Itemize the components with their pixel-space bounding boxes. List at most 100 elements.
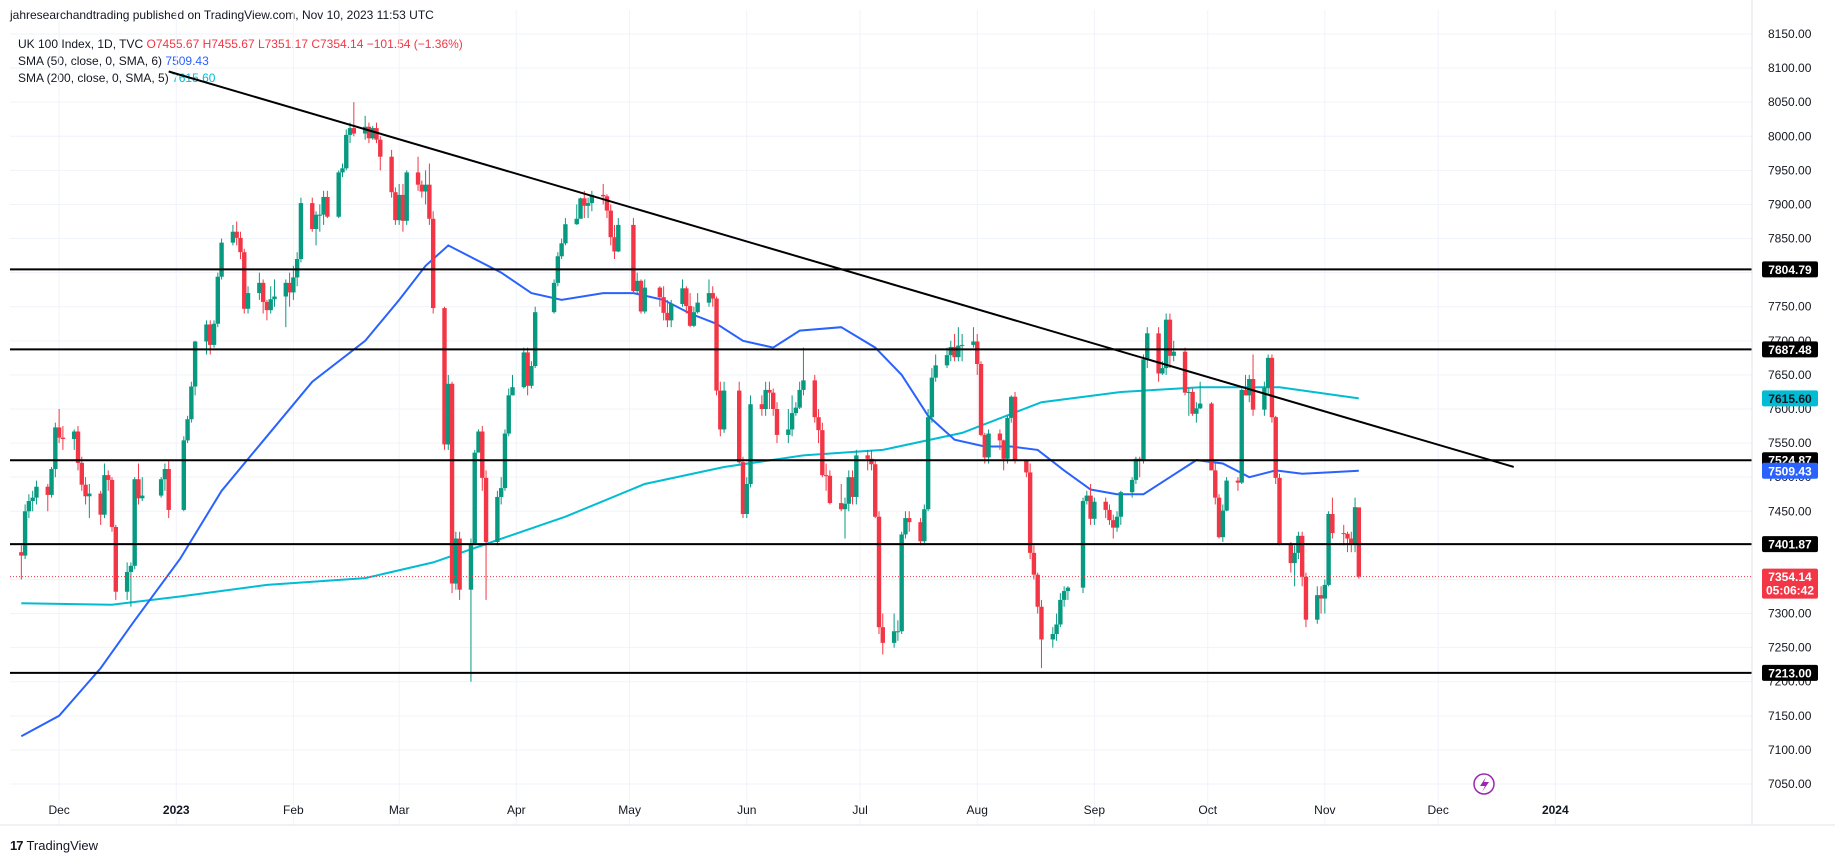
price-tag: 7615.60 [1762, 390, 1818, 407]
candle [714, 296, 719, 396]
candle [189, 381, 194, 423]
candle-body [510, 387, 515, 396]
lightning-icon[interactable] [1473, 773, 1495, 795]
candle-body [1250, 379, 1256, 410]
candle [257, 272, 262, 300]
candle-body [1265, 357, 1271, 388]
tradingview-footer[interactable]: 17 TradingView [10, 838, 98, 853]
candle-body [1145, 333, 1150, 360]
candle-body [1054, 624, 1059, 634]
candle-body [1182, 351, 1188, 393]
candle-body [744, 484, 749, 514]
candle-body [1190, 391, 1195, 414]
price-tag-bg [1762, 664, 1818, 681]
candle-body [525, 352, 530, 386]
y-tick-label: 8000.00 [1768, 129, 1812, 143]
candle [585, 197, 591, 219]
candle-body [823, 475, 829, 477]
candle [918, 518, 923, 546]
candle [1356, 507, 1362, 579]
candle-body [181, 440, 186, 510]
candle-body [396, 194, 402, 221]
price-tag-label: 7509.43 [1768, 464, 1812, 478]
candle [1349, 531, 1354, 553]
candle-body [400, 194, 406, 221]
candle-body [1005, 417, 1010, 459]
candle-body [839, 503, 844, 510]
candle [529, 361, 534, 389]
candle-body [959, 344, 965, 346]
candle [389, 149, 394, 198]
candle-body [215, 276, 221, 324]
candle-body [340, 168, 345, 173]
candle [347, 122, 353, 144]
candle-body [1322, 584, 1328, 599]
candle-body [1107, 509, 1112, 521]
candle-body [446, 383, 451, 445]
candle-body [986, 433, 991, 458]
candle [839, 484, 844, 512]
candle-body [978, 364, 984, 435]
candle [344, 129, 349, 171]
candle-body [423, 184, 428, 192]
candle [1186, 388, 1192, 416]
candle-body [234, 231, 239, 238]
candle [336, 170, 341, 219]
candle-body [529, 366, 534, 386]
candle [378, 136, 383, 171]
candle-body [1027, 472, 1033, 553]
candle [952, 334, 957, 362]
candle-body [665, 312, 670, 321]
price-tag-label: 7804.79 [1768, 263, 1812, 277]
candle [185, 415, 190, 444]
candle [1269, 354, 1275, 423]
candle [1322, 579, 1328, 614]
candle [446, 374, 451, 450]
x-tick-label: 2024 [1542, 803, 1569, 817]
candle-body [907, 518, 912, 523]
candle-body [189, 386, 194, 420]
candle [1262, 381, 1267, 416]
candle-body [449, 383, 455, 584]
candle [1318, 586, 1324, 614]
candle-body [1273, 417, 1278, 478]
candle [1058, 593, 1063, 628]
candle [75, 426, 81, 471]
candle [1156, 327, 1161, 382]
candle [684, 286, 689, 314]
candle-body [827, 475, 833, 504]
candle [944, 347, 950, 369]
candle [634, 272, 640, 294]
candle-body [344, 134, 349, 169]
legend-symbol-row[interactable]: UK 100 Index, 1D, TVC O7455.67 H7455.67 … [18, 36, 463, 53]
candle [396, 184, 402, 225]
candle [1092, 497, 1097, 525]
candle-body [933, 365, 938, 378]
x-tick-label: Jul [852, 803, 867, 817]
trendline-layer [168, 70, 1515, 468]
price-tag: 7509.43 [1762, 462, 1818, 479]
publisher-caption: jahresearchandtrading published on Tradi… [10, 8, 434, 22]
candle-body [631, 224, 636, 292]
candle-body [1330, 514, 1335, 534]
candle [842, 497, 848, 539]
candle [1114, 511, 1120, 532]
y-tick-label: 7050.00 [1768, 777, 1812, 791]
candle-body [842, 503, 848, 510]
candle-body [457, 538, 462, 590]
candle-body [721, 390, 727, 430]
candle [880, 613, 885, 655]
candle-body [1156, 333, 1161, 374]
candle-body [230, 231, 236, 243]
candle-body [1012, 396, 1018, 461]
candle [166, 460, 171, 519]
candle [415, 156, 421, 191]
candle [612, 224, 617, 259]
trendline [168, 70, 1515, 468]
price-tag-bg [1762, 341, 1818, 358]
candle-body [1352, 507, 1358, 544]
y-tick-label: 8100.00 [1768, 61, 1812, 75]
candle-body [283, 282, 289, 297]
candle-body [430, 218, 436, 309]
